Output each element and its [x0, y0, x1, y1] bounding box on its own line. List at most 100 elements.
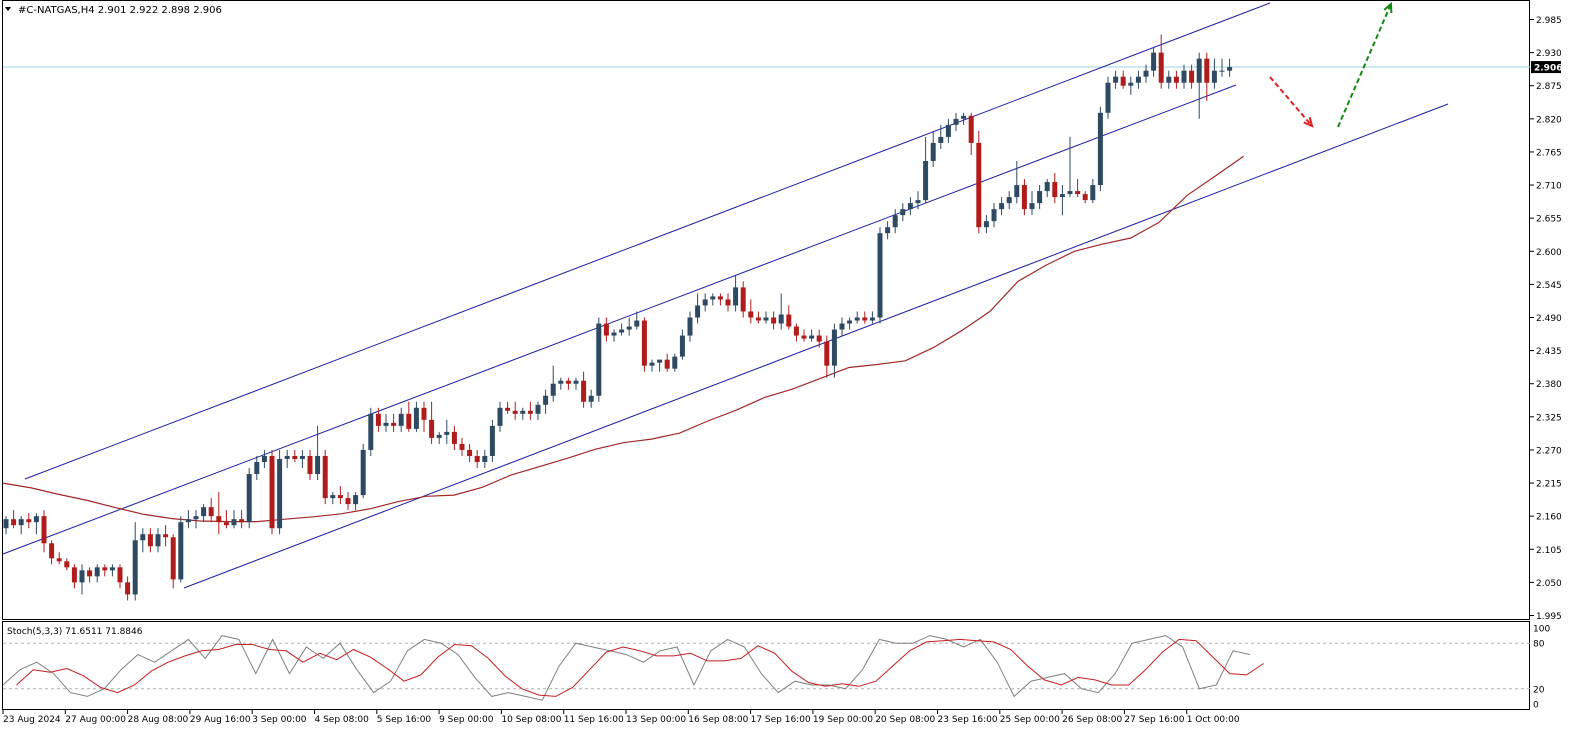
ma-line — [2, 155, 1244, 523]
price-tick-label: 2.325 — [1536, 413, 1562, 423]
price-tick-label: 2.050 — [1536, 579, 1562, 589]
channel-line-1[interactable] — [24, 2, 1271, 480]
candle-body — [353, 495, 359, 505]
collapse-triangle-icon[interactable] — [5, 7, 11, 11]
channel-line-3[interactable] — [183, 103, 1449, 589]
candle-body — [520, 410, 526, 414]
candle-body — [223, 522, 229, 526]
arrow-down-head-icon — [1303, 117, 1314, 128]
candle-body — [41, 516, 47, 544]
price-tick-label: 2.490 — [1536, 314, 1562, 324]
candle-body — [436, 434, 442, 438]
candle-body — [862, 317, 868, 321]
candle-body — [117, 567, 123, 583]
candle-body — [945, 124, 951, 137]
candle-body — [1082, 194, 1088, 201]
candle-body — [573, 380, 579, 384]
candle-body — [702, 299, 708, 306]
candle-body — [588, 395, 594, 402]
time-label: 28 Aug 08:00 — [128, 715, 189, 725]
candle-body — [239, 519, 245, 523]
candle-body — [1067, 191, 1073, 195]
time-label: 4 Sep 08:00 — [315, 715, 370, 725]
candle-body — [1219, 70, 1225, 72]
candle-body — [710, 296, 716, 300]
candle-body — [345, 498, 351, 505]
candle-body — [231, 519, 237, 526]
price-tick-label: 2.160 — [1536, 513, 1562, 523]
candle-body — [497, 407, 503, 426]
candle-body — [748, 311, 754, 318]
candle-body — [147, 534, 153, 547]
candle-body — [877, 233, 883, 318]
candle-body — [1037, 191, 1043, 204]
price-tick-label: 2.545 — [1536, 281, 1562, 291]
channel-line-2[interactable] — [2, 84, 1237, 555]
candle-body — [360, 449, 366, 496]
candle-body — [1014, 185, 1020, 198]
time-label: 27 Sep 16:00 — [1124, 715, 1184, 725]
candle-body — [3, 519, 9, 529]
candle-body — [322, 455, 328, 499]
candle-body — [193, 516, 199, 520]
candle-body — [961, 115, 967, 119]
candle-body — [1166, 76, 1172, 83]
candle-body — [801, 335, 807, 339]
candle-body — [33, 516, 39, 523]
forecast-arrows[interactable] — [1269, 1, 1393, 128]
time-label: 1 Oct 00:00 — [1187, 715, 1240, 725]
candle-body — [451, 431, 457, 444]
candle-body — [983, 221, 989, 228]
candle-body — [1227, 67, 1233, 71]
main-chart-panel[interactable] — [2, 0, 1530, 620]
time-label: 20 Sep 08:00 — [875, 715, 935, 725]
candle-body — [398, 413, 404, 426]
candle-body — [1021, 185, 1027, 210]
candle-body — [869, 317, 875, 321]
candle-body — [429, 419, 435, 438]
candle-body — [649, 362, 655, 366]
candle-body — [558, 380, 564, 384]
time-label: 29 Aug 16:00 — [190, 715, 251, 725]
stochastic-panel[interactable] — [2, 621, 1530, 710]
candle-body — [976, 142, 982, 228]
price-tick-label: 2.985 — [1536, 16, 1562, 26]
candle-body — [695, 305, 701, 318]
time-label: 23 Aug 2024 — [3, 715, 61, 725]
candle-body — [999, 203, 1005, 210]
candle-body — [1120, 76, 1126, 86]
candle-body — [831, 329, 837, 366]
trend-channel[interactable] — [2, 2, 1449, 589]
price-tick-label: 2.105 — [1536, 546, 1562, 556]
time-label: 10 Sep 08:00 — [501, 715, 561, 725]
arrow-down[interactable] — [1269, 76, 1313, 127]
candle-body — [49, 543, 55, 559]
candle-body — [1189, 70, 1195, 83]
candle-body — [664, 359, 670, 369]
candle-body — [565, 380, 571, 384]
moving-average — [2, 155, 1244, 523]
candle-body — [885, 227, 891, 234]
symbol-header: #C-NATGAS,H4 2.901 2.922 2.898 2.906 — [18, 5, 222, 16]
candle-body — [1135, 76, 1141, 83]
candle-body — [953, 118, 959, 125]
candle-body — [596, 323, 602, 396]
arrow-up[interactable] — [1337, 3, 1392, 128]
candle-body — [626, 326, 632, 330]
candle-body — [679, 335, 685, 357]
time-label: 9 Sep 00:00 — [439, 715, 494, 725]
candle-body — [786, 314, 792, 327]
candle-body — [421, 407, 427, 420]
candle-body — [459, 443, 465, 450]
candle-body — [1128, 82, 1134, 86]
candle-body — [102, 567, 108, 571]
candle-body — [907, 203, 913, 210]
candle-body — [170, 537, 176, 580]
price-axis[interactable]: 2.985 2.930 2.875 2.820 2.765 2.710 2.655 2.600… — [1530, 16, 1562, 622]
price-tick-label: 2.270 — [1536, 446, 1562, 456]
time-axis[interactable]: 23 Aug 2024 27 Aug 00:00 28 Aug 08:00 29 Au… — [2, 710, 1240, 725]
candle-body — [991, 209, 997, 222]
candle-body — [1044, 182, 1050, 192]
candle-body — [87, 570, 93, 577]
